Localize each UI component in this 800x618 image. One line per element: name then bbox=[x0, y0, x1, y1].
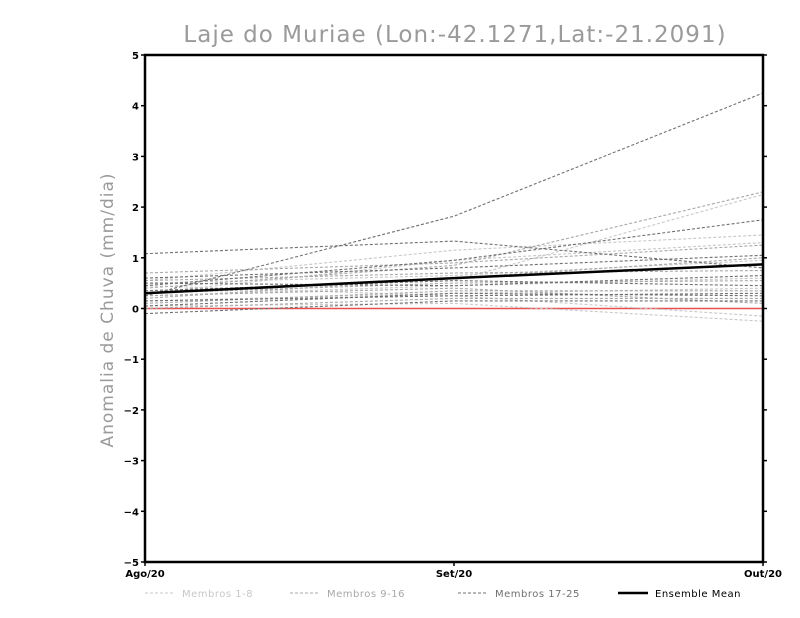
y-tick-label: −5 bbox=[124, 558, 139, 569]
member-series-line bbox=[144, 277, 764, 297]
member-series-line bbox=[144, 287, 764, 304]
member-series-line bbox=[144, 274, 764, 287]
member-series-line bbox=[144, 244, 764, 274]
member-series-line bbox=[144, 254, 764, 279]
member-series-line bbox=[144, 257, 764, 299]
chart-title: Laje do Muriae (Lon:-42.1271,Lat:-21.209… bbox=[183, 22, 726, 48]
y-tick-label: 5 bbox=[132, 51, 139, 62]
member-series-line bbox=[144, 280, 764, 292]
y-tick-label: 0 bbox=[132, 305, 139, 316]
x-tick-label: Ago/20 bbox=[125, 569, 164, 580]
y-tick-label: 3 bbox=[132, 152, 139, 163]
y-tick-label: 4 bbox=[132, 102, 139, 113]
legend: Membros 1-8 Membros 9-16 Membros 17-25 Ense… bbox=[145, 589, 741, 600]
member-series-line bbox=[144, 292, 764, 302]
legend-label: Membros 1-8 bbox=[182, 589, 253, 600]
member-series-line bbox=[144, 287, 764, 302]
member-series-line bbox=[144, 302, 764, 322]
legend-label: Membros 17-25 bbox=[495, 589, 580, 600]
member-series-line bbox=[144, 193, 764, 292]
member-series-line bbox=[144, 92, 764, 297]
member-series-line bbox=[144, 219, 764, 287]
member-series-line bbox=[144, 234, 764, 282]
member-series-line bbox=[144, 269, 764, 282]
member-series-line bbox=[144, 292, 764, 307]
member-series-line bbox=[144, 300, 763, 315]
member-series-line bbox=[144, 285, 764, 317]
x-tick-label: Set/20 bbox=[436, 569, 472, 580]
member-series-line bbox=[144, 191, 764, 289]
y-tick-label: −4 bbox=[124, 507, 139, 518]
y-tick-label: −3 bbox=[124, 457, 139, 468]
y-tick-label: 2 bbox=[132, 203, 139, 214]
y-tick-label: −2 bbox=[124, 406, 139, 417]
y-tick-label: 1 bbox=[132, 254, 139, 265]
legend-label: Ensemble Mean bbox=[655, 589, 741, 600]
member-series-line bbox=[144, 290, 763, 304]
plot-area: −5 −4 −3 −2 −1 0 1 2 3 4 5 Ago/20 Set/20 Out/20 bbox=[124, 51, 782, 580]
y-axis-label: Anomalia de Chuva (mm/dia) bbox=[98, 172, 118, 447]
member-series-line bbox=[144, 259, 764, 284]
member-series-line bbox=[144, 280, 764, 294]
ensemble-mean-line bbox=[144, 263, 764, 295]
x-tick-label: Out/20 bbox=[744, 569, 782, 580]
y-tick-label: −1 bbox=[124, 355, 139, 366]
legend-label: Membros 9-16 bbox=[327, 589, 405, 600]
